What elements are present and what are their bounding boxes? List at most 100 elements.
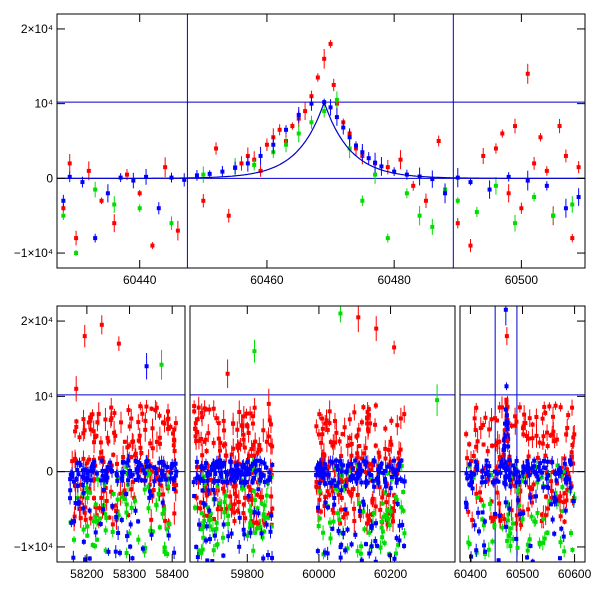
data-point [249,471,254,476]
data-point [143,471,148,476]
data-point [246,497,251,502]
data-point [268,468,273,473]
data-point [353,458,358,463]
data-point [130,472,135,477]
data-point [198,527,203,532]
data-point [563,508,568,513]
data-point [315,549,320,554]
data-point [241,527,246,532]
data-point [360,198,365,203]
data-point [443,191,448,196]
data-point [150,426,155,431]
data-point [201,523,206,528]
data-point [111,452,116,457]
data-point [195,430,200,435]
data-point [365,521,370,526]
data-point [94,519,99,524]
data-point [201,172,206,177]
data-point [552,439,557,444]
data-point [370,463,375,468]
data-point [388,509,393,514]
data-point [545,444,550,449]
data-point [379,525,384,530]
data-point [394,480,399,485]
data-point [505,404,510,409]
data-point [127,424,132,429]
data-point [383,456,388,461]
data-point [261,473,266,478]
data-point [350,466,355,471]
data-point [337,439,342,444]
data-point [87,556,92,561]
data-point [526,436,531,441]
data-point [156,467,161,472]
data-point [171,437,176,442]
data-point [545,484,550,489]
data-point [544,476,549,481]
data-point [149,406,154,411]
data-point [173,473,178,478]
data-point [108,467,113,472]
data-point [103,548,108,553]
data-point [269,513,274,518]
data-point [545,530,550,535]
data-point [95,420,100,425]
data-point [471,453,476,458]
data-point [358,471,363,476]
data-point [328,536,333,541]
data-point [154,502,159,507]
data-point [259,501,264,506]
data-point [98,440,103,445]
data-point [559,526,564,531]
data-point [541,516,546,521]
data-point [75,461,80,466]
data-point [514,521,519,526]
data-point [330,460,335,465]
data-point [553,470,558,475]
data-point [325,551,330,556]
data-point [237,515,242,520]
data-point [256,447,261,452]
data-point [246,484,251,489]
data-point [147,495,152,500]
data-point [357,508,362,513]
data-point [235,467,240,472]
data-point [248,530,253,535]
data-point [126,478,131,483]
data-point [147,464,152,469]
data-point [200,547,205,552]
data-point [143,427,148,432]
data-point [250,421,255,426]
data-point [505,463,510,468]
data-point [317,516,322,521]
data-point [88,490,93,495]
data-point [368,421,373,426]
data-point [318,465,323,470]
data-point [550,517,555,522]
data-point [334,97,339,102]
data-point [345,527,350,532]
data-point [332,419,337,424]
data-point [154,470,159,475]
data-point [137,461,142,466]
data-point [198,506,203,511]
data-point [352,410,357,415]
plot-area [57,14,585,268]
data-point [398,157,403,162]
data-point [568,460,573,465]
data-point [99,458,104,463]
data-point [380,529,385,534]
x-tick-label: 60440 [123,273,157,287]
data-point [392,468,397,473]
data-point [67,174,72,179]
data-point [493,146,498,151]
data-point [352,519,357,524]
data-point [506,467,511,472]
data-point [565,487,570,492]
data-point [229,452,234,457]
data-point [194,459,199,464]
data-point [568,485,573,490]
data-point [532,195,537,200]
data-point [204,524,209,529]
data-point [207,472,212,477]
